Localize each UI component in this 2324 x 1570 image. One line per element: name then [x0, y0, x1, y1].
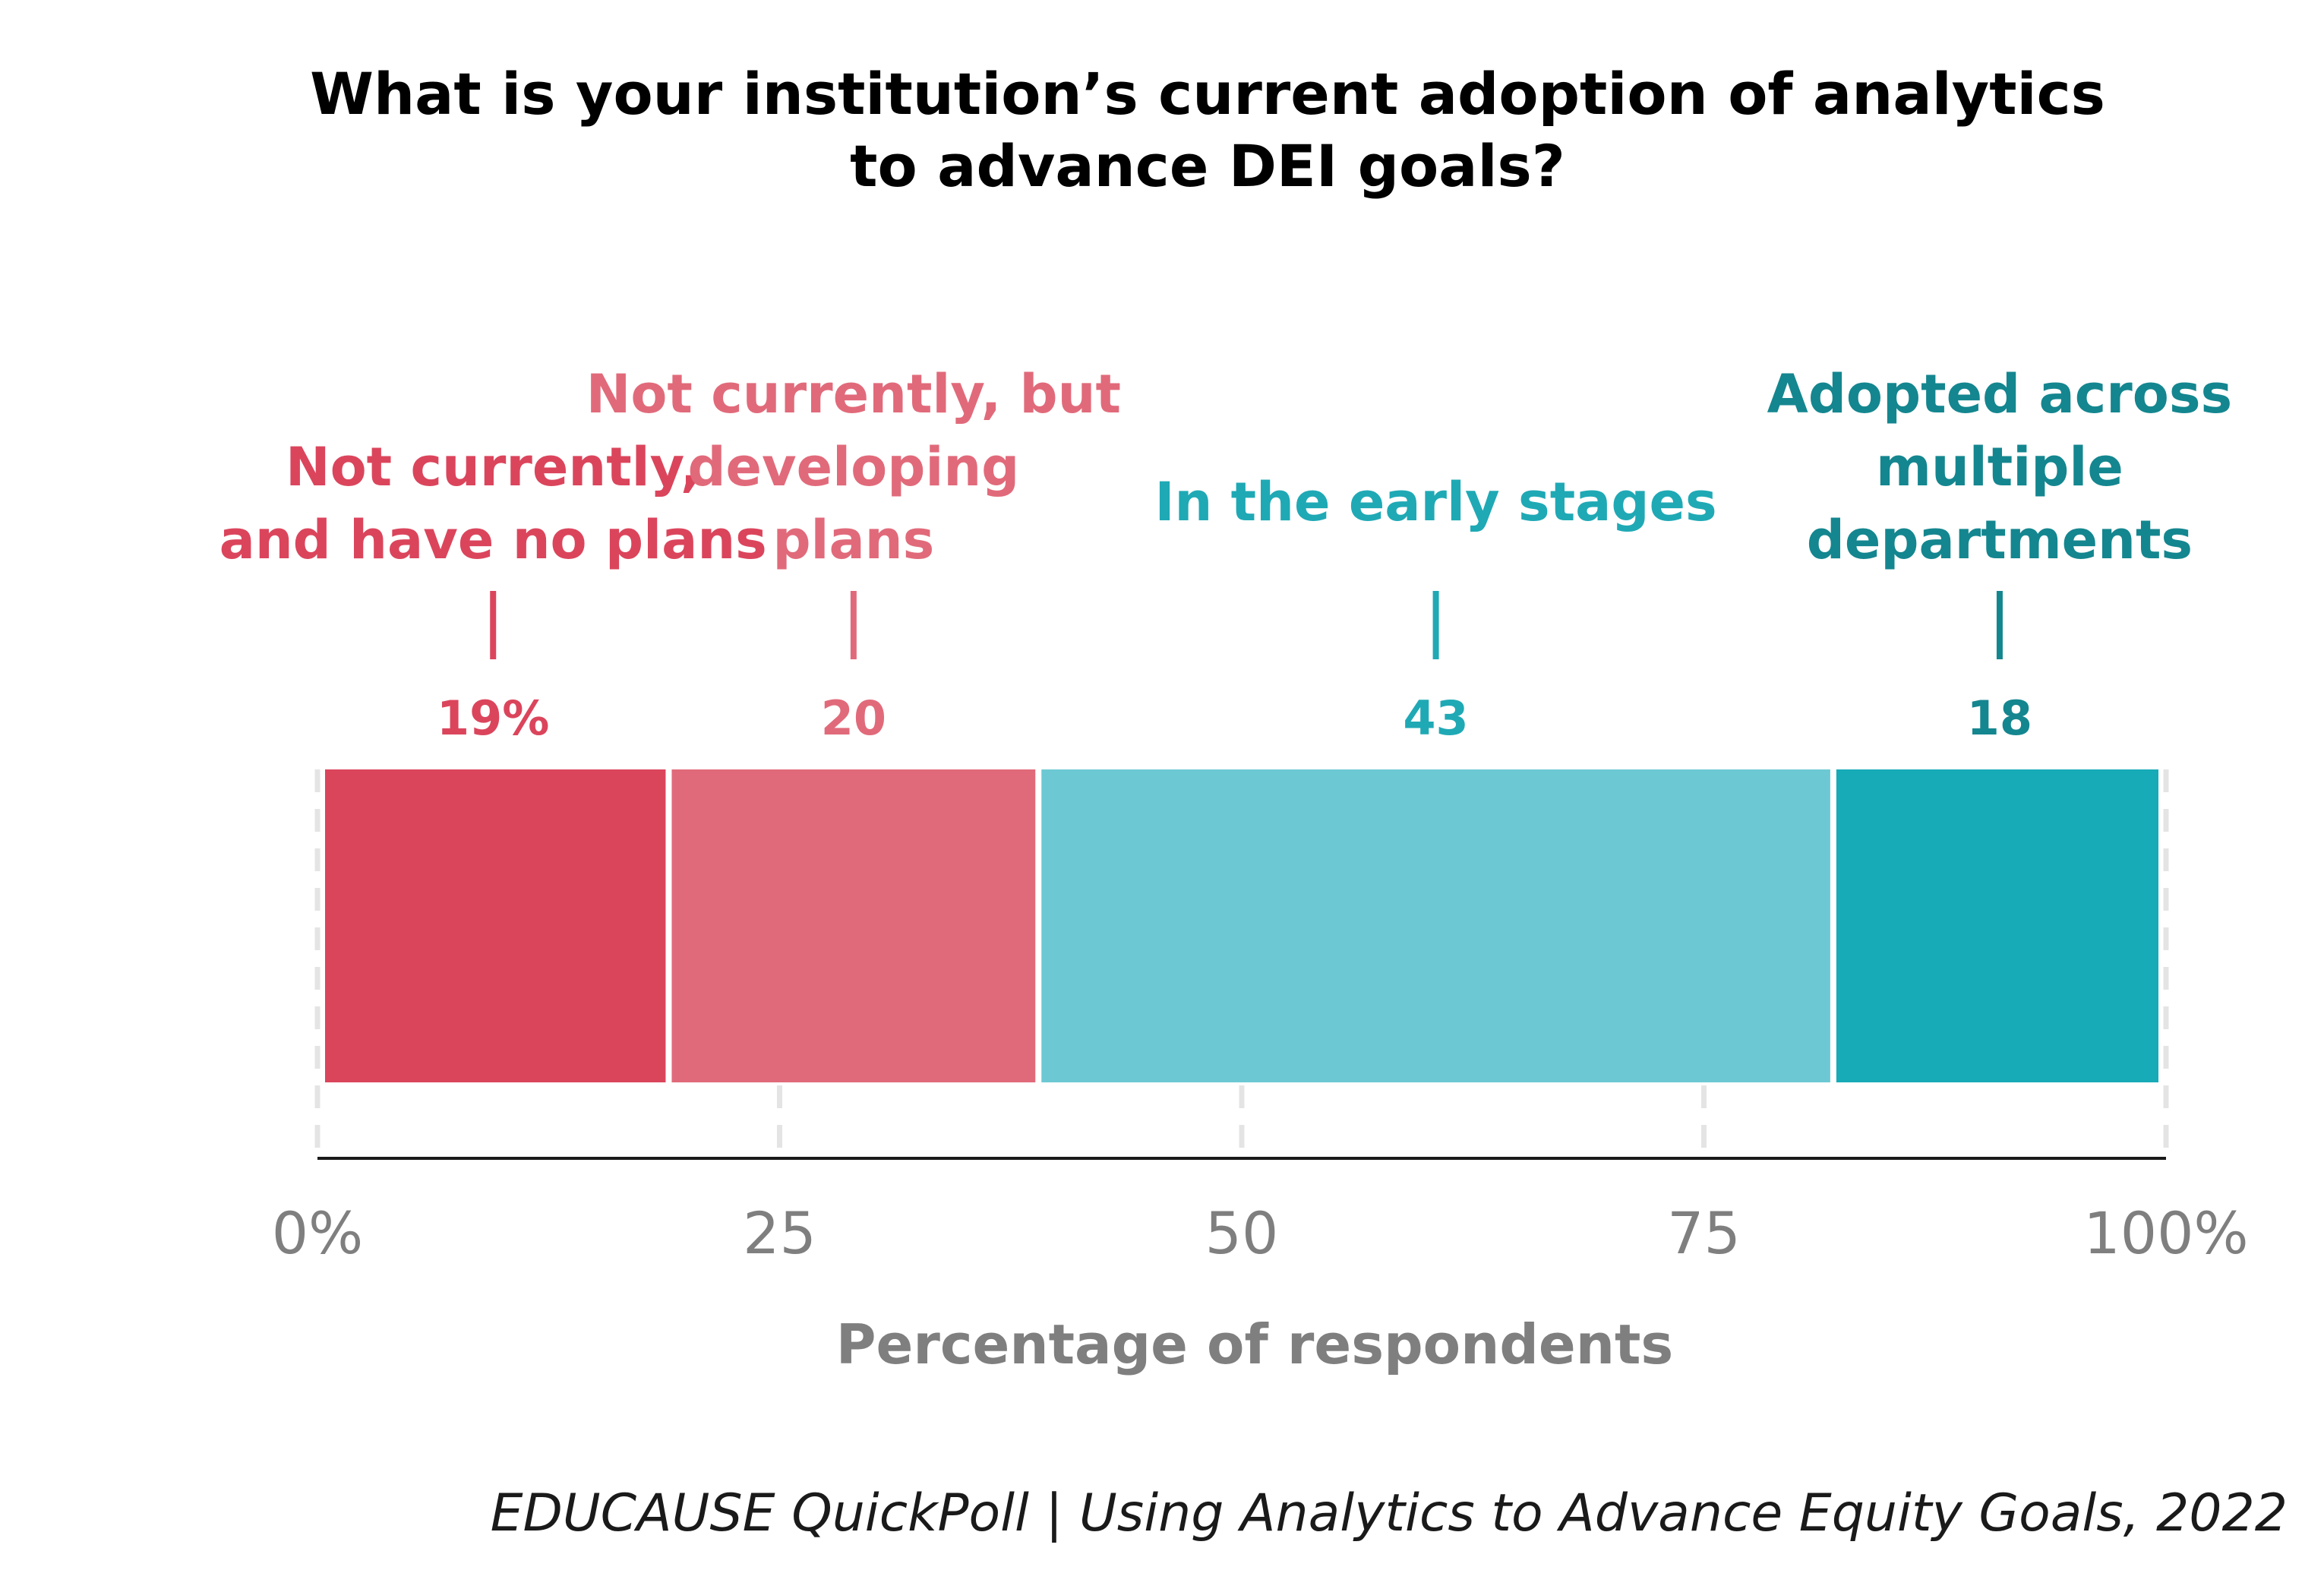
category-label-1-line-0: Not currently, but: [586, 363, 1121, 425]
x-tick-label-0: 0%: [272, 1199, 364, 1267]
chart-title: What is your institution’s current adopt…: [310, 60, 2105, 200]
stacked-bar: [325, 769, 2158, 1082]
category-label-3-line-1: multiple: [1876, 436, 2123, 498]
x-axis-title: Percentage of respondents: [836, 1313, 1674, 1376]
x-tick-label-2: 50: [1205, 1199, 1279, 1267]
category-label-1-line-2: plans: [772, 509, 934, 571]
category-label-0-line-0: Not currently,: [286, 436, 700, 498]
x-tick-label-3: 75: [1667, 1199, 1741, 1267]
segment-annotations: 19% Not currently, and have no plans 20 Not …: [219, 363, 2233, 746]
category-label-3-line-0: Adopted across: [1767, 363, 2233, 425]
bar-segment-0: [325, 769, 666, 1082]
source-note: EDUCAUSE QuickPoll | Using Analytics to …: [491, 1483, 2288, 1543]
value-label-3: 18: [1967, 690, 2032, 746]
category-label-1-line-1: developing: [687, 436, 1019, 498]
grid-lines: [314, 769, 2169, 1157]
bar-segment-1: [671, 769, 1036, 1082]
category-label-3-line-2: departments: [1807, 509, 2193, 571]
x-tick-label-1: 25: [743, 1199, 816, 1267]
x-axis-ticks: 0% 25 50 75 100%: [272, 1199, 2249, 1267]
chart-title-line-1: What is your institution’s current adopt…: [310, 60, 2105, 128]
bar-segment-2: [1041, 769, 1830, 1082]
value-label-0: 19%: [437, 690, 549, 746]
category-label-0-line-1: and have no plans: [219, 509, 767, 571]
bar-segment-3: [1836, 769, 2158, 1082]
value-label-1: 20: [821, 690, 886, 746]
category-label-2-line-0: In the early stages: [1154, 471, 1716, 533]
value-label-2: 43: [1403, 690, 1468, 746]
x-tick-label-4: 100%: [2083, 1199, 2248, 1267]
chart-title-line-2: to advance DEI goals?: [850, 132, 1565, 200]
